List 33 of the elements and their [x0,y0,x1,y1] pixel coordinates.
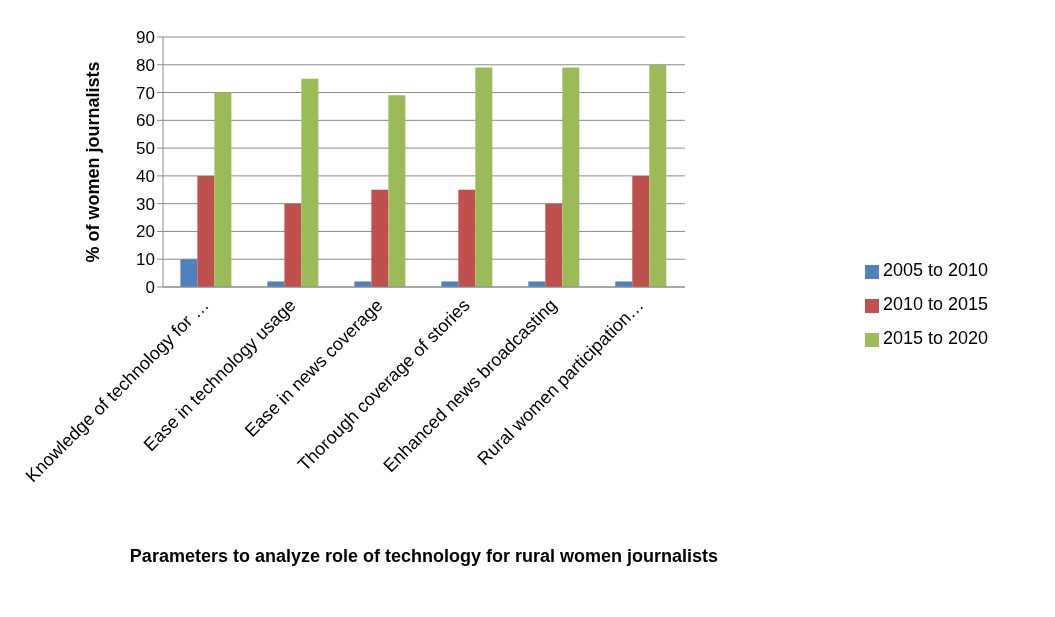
y-axis-title: % of women journalists [83,61,104,263]
bar [649,64,667,287]
bar [388,95,406,287]
y-tick-label: 0 [145,278,155,298]
bar [528,281,546,287]
bar [301,78,319,287]
y-tick-label: 30 [136,194,155,214]
y-tick-label: 70 [136,83,155,103]
y-tick-label: 10 [136,250,155,270]
bar [562,67,580,287]
y-tick-label: 60 [136,111,155,131]
y-tick-label: 50 [136,139,155,159]
legend-label: 2005 to 2010 [882,260,988,280]
y-tick-label: 80 [136,55,155,75]
y-tick-label: 20 [136,222,155,242]
bar [441,281,459,287]
bar [615,281,633,287]
bar [475,67,493,287]
bar [632,175,650,287]
bar [267,281,285,287]
bar [545,203,563,287]
legend-label: 2010 to 2015 [882,294,988,314]
bar [214,92,232,287]
bar [180,259,198,287]
y-tick-label: 90 [136,28,155,48]
bar [354,281,372,287]
x-axis-title: Parameters to analyze role of technology for rural women journalists [129,546,719,566]
y-tick-label: 40 [136,166,155,186]
bar [284,203,302,287]
bar [371,189,389,287]
bar [197,175,215,287]
bar [458,189,476,287]
legend-label: 2015 to 2020 [882,328,988,348]
